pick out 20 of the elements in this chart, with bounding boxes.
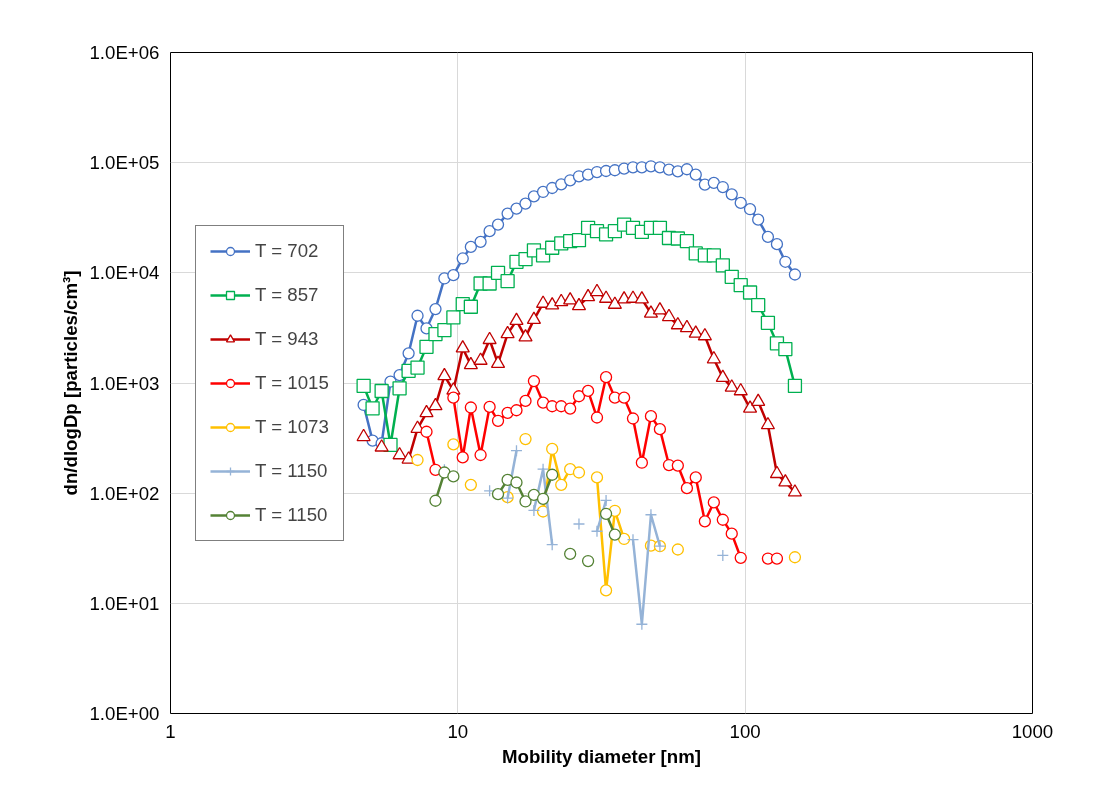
legend-label: T = 1015 <box>255 371 329 394</box>
legend-label: T = 857 <box>255 283 319 306</box>
x-tick-label: 1000 <box>1011 720 1054 742</box>
legend-label: T = 1073 <box>255 415 329 438</box>
legend-label: T = 943 <box>255 327 319 350</box>
y-tick-label: 1.0E+02 <box>89 482 160 504</box>
y-tick-label: 1.0E+01 <box>89 592 160 614</box>
legend-label: T = 702 <box>255 239 319 262</box>
y-tick-label: 1.0E+05 <box>89 152 160 174</box>
y-tick-label: 1.0E+06 <box>89 42 160 63</box>
x-axis-title: Mobility diameter [nm] <box>501 745 702 767</box>
y-tick-label: 1.0E+04 <box>89 262 160 284</box>
y-tick-label: 1.0E+00 <box>89 703 160 724</box>
y-axis-title: dn/dlogDp [particles/cm³] <box>60 270 82 496</box>
x-tick-label: 100 <box>729 720 761 742</box>
x-tick-label: 10 <box>447 720 469 742</box>
legend-label: T = 1150 <box>255 503 328 526</box>
x-tick-label: 1 <box>165 720 176 742</box>
legend-label: T = 1150 <box>255 459 328 482</box>
y-tick-label: 1.0E+03 <box>89 372 160 394</box>
